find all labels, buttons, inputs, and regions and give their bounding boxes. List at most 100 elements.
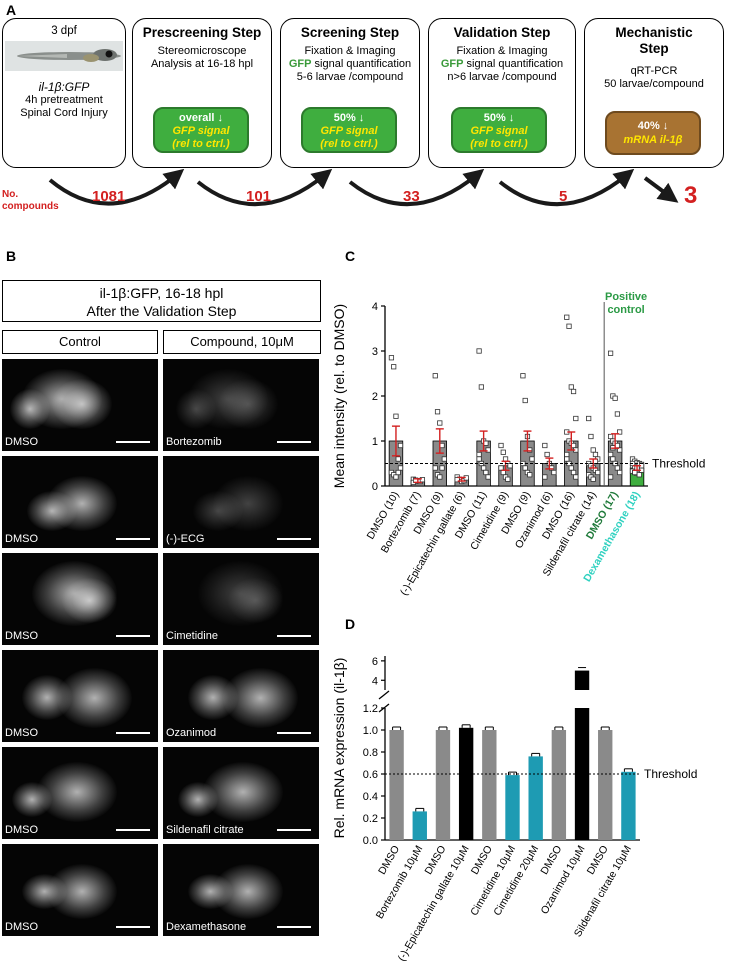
larva-image (5, 41, 123, 71)
screening-gfp-word: GFP (288, 58, 312, 70)
data-point (500, 449, 506, 455)
data-point (502, 456, 509, 462)
gfp-signal-blob (52, 379, 112, 429)
badge-rel-ctrl: (rel to ctrl.) (320, 138, 378, 150)
gfp-signal-blob (10, 389, 50, 429)
column-header-compound: Compound, 10μM (163, 330, 321, 354)
y-tick-label: 0.0 (363, 835, 378, 847)
data-point (476, 348, 482, 354)
data-point (570, 469, 577, 476)
data-point (388, 355, 395, 361)
micrograph-label: Sildenafil citrate (166, 824, 244, 836)
y-tick-label: 0.2 (363, 813, 378, 825)
data-point (568, 465, 574, 471)
data-point (617, 447, 623, 453)
data-point (505, 476, 511, 482)
positive-control-label-2: control (607, 304, 644, 316)
screening-title: Screening Step (300, 25, 400, 40)
screening-criterion-badge: 50% ↓ GFP signal (rel to ctrl.) (301, 107, 397, 153)
data-point (483, 469, 489, 476)
x-tick-label: Bortezomib 10μM (374, 844, 426, 921)
counts-label-2: compounds (2, 201, 59, 212)
step-box-screening: Screening Step Fixation & Imaging GFP si… (280, 18, 420, 168)
micrograph-label: DMSO (5, 727, 38, 739)
bar (482, 730, 497, 840)
mechanistic-title-2: Step (639, 41, 669, 56)
y-tick-label: 6 (372, 656, 378, 668)
data-point (607, 433, 614, 440)
data-point (586, 415, 592, 422)
pretreatment-label: 4h pretreatment (25, 94, 103, 106)
bar (505, 775, 520, 840)
scale-bar (116, 538, 150, 540)
screening-line3: 5-6 larvae /compound (296, 71, 404, 83)
data-point (454, 477, 460, 483)
data-point (437, 420, 443, 426)
panel-c-letter: C (345, 248, 356, 264)
y-tick-label: 3 (372, 346, 378, 358)
scale-bar (277, 926, 311, 928)
panel-b-title-box: il-1β:GFP, 16-18 hpl After the Validatio… (2, 280, 321, 322)
down-arrow-icon: ↓ (505, 112, 515, 124)
data-point (542, 442, 548, 449)
data-point (617, 429, 623, 435)
micrograph-label: Ozanimod (166, 727, 217, 739)
injury-label: Spinal Cord Injury (20, 107, 108, 119)
data-point (441, 456, 447, 462)
bar (458, 727, 474, 840)
chart-c: 0 1 2 3 4 Mean intensity (rel. to DMSO) Positi… (331, 291, 705, 598)
data-point (564, 451, 570, 458)
micrograph-label: DMSO (5, 436, 38, 448)
data-point (432, 465, 438, 471)
micrograph-label: Bortezomib (166, 436, 222, 448)
step-box-prescreening: Prescreening Step Stereomicroscope Analy… (132, 18, 272, 168)
flow-arrow-5 (643, 176, 679, 203)
data-point (592, 451, 599, 458)
prescreening-title: Prescreening Step (142, 25, 262, 40)
data-point (592, 458, 599, 464)
panel-b-letter: B (6, 248, 17, 264)
validation-line2: signal quantification (463, 58, 564, 70)
stage-label: 3 dpf (51, 25, 77, 37)
data-point (590, 447, 596, 453)
y-tick-label: 0 (372, 481, 378, 493)
count-33: 33 (403, 188, 420, 205)
bar-upper (574, 670, 590, 690)
data-point (573, 474, 579, 480)
micrograph-compound-0: Bortezomib (163, 359, 319, 451)
flow-arrow-2 (196, 168, 333, 207)
down-arrow-icon: ↓ (214, 112, 224, 124)
y-tick-label: 1 (372, 436, 378, 448)
data-point (522, 397, 528, 404)
data-point (614, 465, 620, 471)
panel-d-letter: D (345, 616, 356, 632)
data-point (498, 442, 504, 449)
data-point (632, 469, 638, 476)
gfp-signal-blob (22, 874, 67, 909)
scale-bar (277, 441, 311, 443)
flow-arrows (48, 168, 679, 207)
screening-line2: signal quantification (311, 58, 412, 70)
scale-bar (116, 441, 150, 443)
badge-gfp-signal: GFP signal (320, 125, 378, 137)
down-arrow-icon: ↓ (355, 112, 365, 124)
data-point (544, 451, 550, 458)
badge-mrna: mRNA il-1β (623, 134, 683, 146)
gfp-signal-blob (178, 782, 218, 817)
badge-overall: overall (178, 112, 215, 124)
scale-bar (116, 635, 150, 637)
y-axis-title: Mean intensity (rel. to DMSO) (331, 304, 347, 488)
badge-50pct: 50% (333, 112, 356, 124)
panel-a-letter: A (6, 2, 17, 18)
scale-bar (116, 926, 150, 928)
flow-arrow-1 (48, 168, 185, 206)
threshold-label: Threshold (652, 457, 705, 471)
data-point (566, 323, 572, 329)
data-point (612, 395, 618, 401)
panel-b-title-2: After the Validation Step (86, 303, 237, 319)
data-point (393, 474, 399, 480)
mechanistic-line2: 50 larvae/compound (604, 78, 704, 90)
data-point (590, 476, 596, 482)
x-tick-label: Ozanimod 10μM (539, 844, 588, 917)
count-3: 3 (684, 182, 698, 209)
